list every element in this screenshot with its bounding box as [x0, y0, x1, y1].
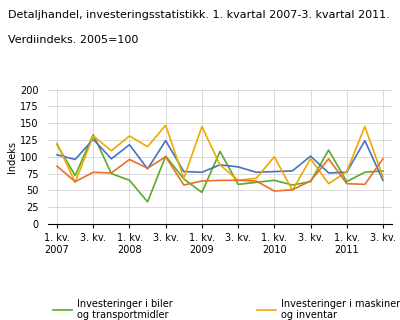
Totale investeringer i detaljhandel,
unntatt med motorvogner og
drivstoff til motorvogner [326, 171, 331, 175]
Totale investeringer i detaljhandel,
unntatt med motorvogner og
drivstoff til motorvogner [290, 169, 295, 173]
Investeringer i maskiner
og inventar [344, 170, 349, 173]
Totale investeringer i detaljhandel,
unntatt med motorvogner og
drivstoff til motorvogner [254, 170, 259, 174]
Investeringer i biler
og transportmidler [380, 169, 385, 173]
Investeringer i nybygg og
rehabilitering [362, 182, 367, 186]
Investeringer i nybygg og
rehabilitering [181, 183, 186, 187]
Investeringer i nybygg og
rehabilitering [200, 179, 204, 183]
Investeringer i biler
og transportmidler [109, 172, 114, 175]
Totale investeringer i detaljhandel,
unntatt med motorvogner og
drivstoff til motorvogner [163, 139, 168, 143]
Investeringer i biler
og transportmidler [218, 149, 222, 153]
Investeringer i biler
og transportmidler [236, 182, 240, 186]
Investeringer i nybygg og
rehabilitering [236, 178, 240, 182]
Totale investeringer i detaljhandel,
unntatt med motorvogner og
drivstoff til motorvogner [181, 170, 186, 173]
Investeringer i biler
og transportmidler [55, 143, 60, 147]
Totale investeringer i detaljhandel,
unntatt med motorvogner og
drivstoff til motorvogner [127, 143, 132, 147]
Investeringer i nybygg og
rehabilitering [163, 155, 168, 159]
Investeringer i nybygg og
rehabilitering [73, 180, 78, 184]
Investeringer i maskiner
og inventar [163, 123, 168, 127]
Investeringer i maskiner
og inventar [326, 182, 331, 186]
Investeringer i maskiner
og inventar [200, 124, 204, 128]
Totale investeringer i detaljhandel,
unntatt med motorvogner og
drivstoff til motorvogner [344, 170, 349, 174]
Investeringer i nybygg og
rehabilitering [290, 188, 295, 192]
Investeringer i maskiner
og inventar [254, 176, 259, 180]
Investeringer i nybygg og
rehabilitering [308, 179, 313, 183]
Line: Investeringer i maskiner
og inventar: Investeringer i maskiner og inventar [57, 125, 383, 190]
Investeringer i nybygg og
rehabilitering [109, 171, 114, 175]
Investeringer i maskiner
og inventar [91, 134, 96, 138]
Totale investeringer i detaljhandel,
unntatt med motorvogner og
drivstoff til motorvogner [73, 157, 78, 161]
Totale investeringer i detaljhandel,
unntatt med motorvogner og
drivstoff til motorvogner [91, 137, 96, 141]
Line: Totale investeringer i detaljhandel,
unntatt med motorvogner og
drivstoff til motorvogner: Totale investeringer i detaljhandel, unn… [57, 139, 383, 180]
Totale investeringer i detaljhandel,
unntatt med motorvogner og
drivstoff til motorvogner [109, 157, 114, 161]
Investeringer i maskiner
og inventar [272, 155, 277, 159]
Totale investeringer i detaljhandel,
unntatt med motorvogner og
drivstoff til motorvogner [236, 165, 240, 169]
Investeringer i biler
og transportmidler [362, 170, 367, 174]
Investeringer i biler
og transportmidler [73, 174, 78, 178]
Legend: Investeringer i biler
og transportmidler, Totale investeringer i detaljhandel,
u: Investeringer i biler og transportmidler… [53, 299, 400, 320]
Investeringer i biler
og transportmidler [145, 200, 150, 204]
Investeringer i maskiner
og inventar [55, 141, 60, 145]
Investeringer i biler
og transportmidler [290, 183, 295, 187]
Investeringer i biler
og transportmidler [163, 154, 168, 158]
Totale investeringer i detaljhandel,
unntatt med motorvogner og
drivstoff til motorvogner [308, 154, 313, 158]
Investeringer i biler
og transportmidler [91, 133, 96, 137]
Investeringer i nybygg og
rehabilitering [218, 178, 222, 182]
Text: Detaljhandel, investeringsstatistikk. 1. kvartal 2007-3. kvartal 2011.: Detaljhandel, investeringsstatistikk. 1.… [8, 10, 390, 20]
Investeringer i nybygg og
rehabilitering [127, 157, 132, 161]
Investeringer i nybygg og
rehabilitering [344, 182, 349, 186]
Investeringer i maskiner
og inventar [181, 176, 186, 180]
Totale investeringer i detaljhandel,
unntatt med motorvogner og
drivstoff til motorvogner [272, 170, 277, 173]
Investeringer i biler
og transportmidler [254, 180, 259, 184]
Totale investeringer i detaljhandel,
unntatt med motorvogner og
drivstoff til motorvogner [200, 170, 204, 174]
Investeringer i nybygg og
rehabilitering [272, 189, 277, 193]
Investeringer i nybygg og
rehabilitering [145, 166, 150, 170]
Investeringer i biler
og transportmidler [308, 180, 313, 184]
Investeringer i biler
og transportmidler [344, 180, 349, 184]
Investeringer i maskiner
og inventar [73, 180, 78, 184]
Investeringer i maskiner
og inventar [109, 149, 114, 153]
Investeringer i biler
og transportmidler [272, 178, 277, 182]
Investeringer i nybygg og
rehabilitering [326, 157, 331, 161]
Line: Investeringer i nybygg og
rehabilitering: Investeringer i nybygg og rehabilitering [57, 157, 383, 191]
Investeringer i biler
og transportmidler [326, 148, 331, 152]
Investeringer i maskiner
og inventar [308, 157, 313, 161]
Investeringer i nybygg og
rehabilitering [380, 157, 385, 161]
Investeringer i maskiner
og inventar [362, 124, 367, 128]
Investeringer i biler
og transportmidler [181, 177, 186, 181]
Investeringer i nybygg og
rehabilitering [254, 179, 259, 183]
Investeringer i maskiner
og inventar [145, 145, 150, 148]
Investeringer i biler
og transportmidler [127, 178, 132, 182]
Totale investeringer i detaljhandel,
unntatt med motorvogner og
drivstoff til motorvogner [145, 167, 150, 171]
Totale investeringer i detaljhandel,
unntatt med motorvogner og
drivstoff til motorvogner [55, 153, 60, 157]
Investeringer i maskiner
og inventar [127, 134, 132, 138]
Investeringer i maskiner
og inventar [290, 188, 295, 192]
Totale investeringer i detaljhandel,
unntatt med motorvogner og
drivstoff til motorvogner [362, 139, 367, 143]
Totale investeringer i detaljhandel,
unntatt med motorvogner og
drivstoff til motorvogner [380, 178, 385, 182]
Investeringer i biler
og transportmidler [200, 190, 204, 194]
Investeringer i maskiner
og inventar [236, 178, 240, 182]
Totale investeringer i detaljhandel,
unntatt med motorvogner og
drivstoff til motorvogner [218, 163, 222, 167]
Line: Investeringer i biler
og transportmidler: Investeringer i biler og transportmidler [57, 135, 383, 202]
Investeringer i maskiner
og inventar [380, 175, 385, 179]
Y-axis label: Indeks: Indeks [7, 141, 17, 173]
Investeringer i nybygg og
rehabilitering [55, 164, 60, 168]
Investeringer i nybygg og
rehabilitering [91, 170, 96, 174]
Investeringer i maskiner
og inventar [218, 163, 222, 167]
Text: Verdiindeks. 2005=100: Verdiindeks. 2005=100 [8, 35, 138, 45]
